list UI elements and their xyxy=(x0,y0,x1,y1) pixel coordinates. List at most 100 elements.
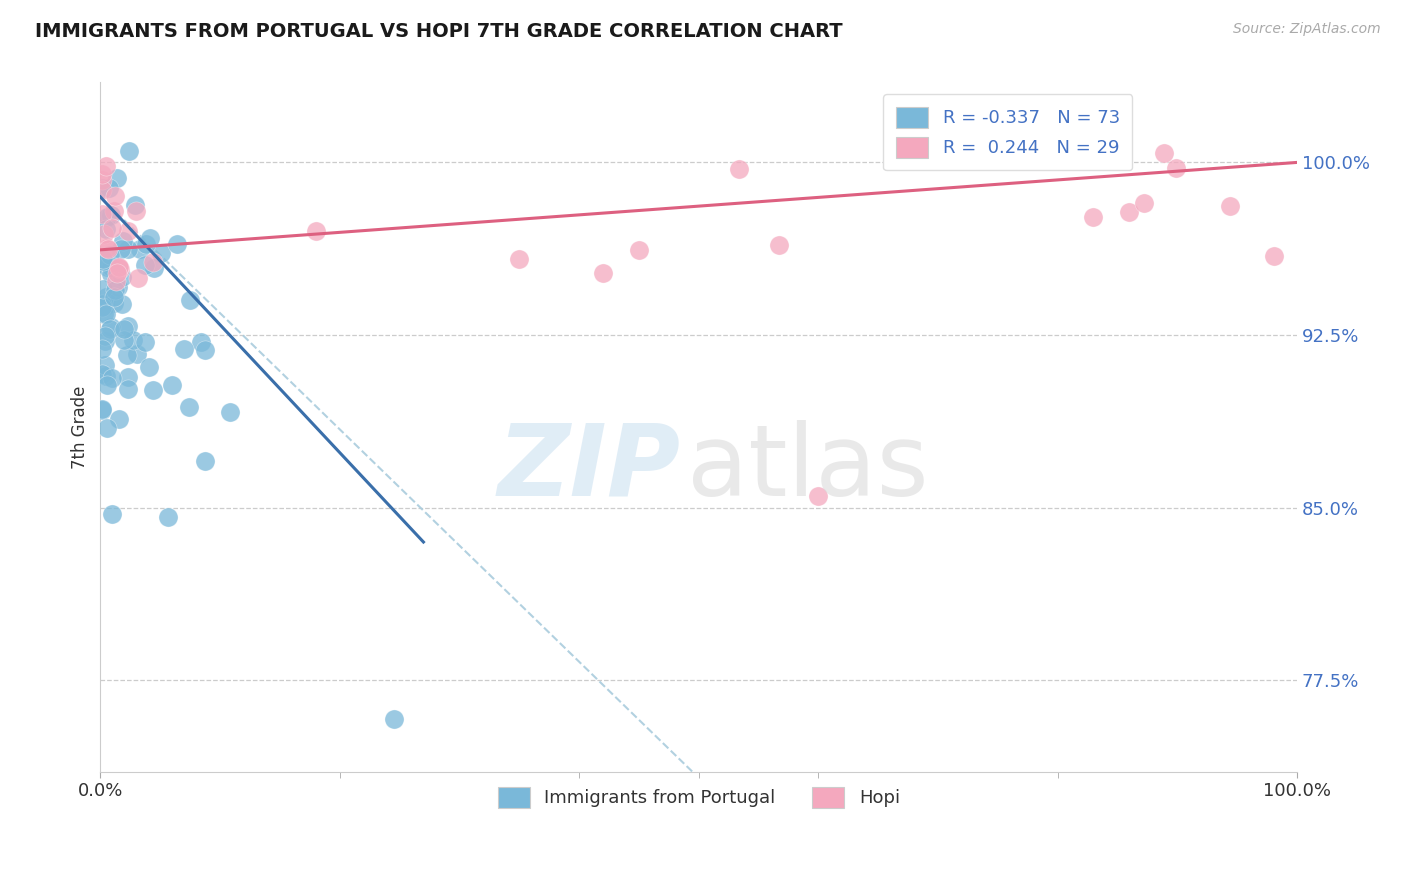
Point xyxy=(107,280,129,294)
Point xyxy=(194,343,217,357)
Point xyxy=(142,261,165,276)
Point xyxy=(93,227,115,242)
Point xyxy=(592,266,614,280)
Point xyxy=(94,358,117,372)
Point xyxy=(173,342,195,356)
Point xyxy=(134,258,156,272)
Point xyxy=(179,400,201,414)
Point xyxy=(111,270,134,285)
Point xyxy=(91,403,114,417)
Point xyxy=(101,220,124,235)
Point xyxy=(100,260,122,274)
Point xyxy=(1118,204,1140,219)
Point xyxy=(91,282,114,296)
Point xyxy=(94,221,117,235)
Point xyxy=(112,333,135,347)
Point xyxy=(91,297,114,311)
Point xyxy=(90,367,112,381)
Point xyxy=(104,188,127,202)
Point xyxy=(138,359,160,374)
Point xyxy=(111,297,134,311)
Point xyxy=(100,208,122,222)
Point xyxy=(118,144,141,158)
Point xyxy=(128,243,150,257)
Point xyxy=(127,270,149,285)
Point xyxy=(112,321,135,335)
Point xyxy=(107,412,129,426)
Text: IMMIGRANTS FROM PORTUGAL VS HOPI 7TH GRADE CORRELATION CHART: IMMIGRANTS FROM PORTUGAL VS HOPI 7TH GRA… xyxy=(35,22,842,41)
Point xyxy=(117,318,139,333)
Point xyxy=(166,236,188,251)
Point xyxy=(96,378,118,392)
Point xyxy=(807,489,830,503)
Point xyxy=(94,334,117,348)
Point xyxy=(94,299,117,313)
Point xyxy=(149,246,172,260)
Point xyxy=(98,248,121,262)
Point xyxy=(96,160,118,174)
Point xyxy=(103,290,125,304)
Point xyxy=(100,320,122,334)
Point xyxy=(96,289,118,303)
Point xyxy=(96,368,118,383)
Point xyxy=(728,162,751,177)
Point xyxy=(1263,249,1285,263)
Point xyxy=(90,401,112,416)
Text: atlas: atlas xyxy=(686,420,928,516)
Point xyxy=(96,260,118,274)
Point xyxy=(190,335,212,350)
Point xyxy=(107,261,129,276)
Point xyxy=(1153,145,1175,160)
Point xyxy=(117,382,139,396)
Point xyxy=(194,454,217,468)
Point xyxy=(96,210,118,224)
Y-axis label: 7th Grade: 7th Grade xyxy=(72,385,89,468)
Point xyxy=(115,348,138,362)
Point xyxy=(93,254,115,268)
Point xyxy=(768,238,790,252)
Point xyxy=(93,307,115,321)
Point xyxy=(90,183,112,197)
Text: ZIP: ZIP xyxy=(498,420,681,516)
Point xyxy=(105,170,128,185)
Point xyxy=(142,254,165,268)
Point xyxy=(117,242,139,256)
Point xyxy=(179,293,201,307)
Point xyxy=(1219,199,1241,213)
Legend: Immigrants from Portugal, Hopi: Immigrants from Portugal, Hopi xyxy=(491,780,907,814)
Text: Source: ZipAtlas.com: Source: ZipAtlas.com xyxy=(1233,22,1381,37)
Point xyxy=(127,347,149,361)
Point xyxy=(90,181,112,195)
Point xyxy=(135,236,157,251)
Point xyxy=(1132,195,1154,210)
Point xyxy=(96,241,118,255)
Point xyxy=(139,230,162,244)
Point xyxy=(121,333,143,347)
Point xyxy=(110,242,132,256)
Point xyxy=(508,252,530,266)
Point xyxy=(108,260,131,274)
Point xyxy=(104,274,127,288)
Point xyxy=(104,284,127,298)
Point xyxy=(1081,210,1104,224)
Point xyxy=(117,369,139,384)
Point xyxy=(97,242,120,256)
Point xyxy=(160,378,183,392)
Point xyxy=(103,295,125,310)
Point xyxy=(96,307,118,321)
Point xyxy=(96,421,118,435)
Point xyxy=(94,329,117,343)
Point xyxy=(90,300,112,314)
Point xyxy=(100,507,122,521)
Point xyxy=(90,173,112,187)
Point xyxy=(101,370,124,384)
Point xyxy=(124,198,146,212)
Point xyxy=(100,267,122,281)
Point xyxy=(125,203,148,218)
Point xyxy=(108,262,131,277)
Point xyxy=(90,167,112,181)
Point xyxy=(98,322,121,336)
Point xyxy=(98,181,121,195)
Point xyxy=(105,266,128,280)
Point xyxy=(117,224,139,238)
